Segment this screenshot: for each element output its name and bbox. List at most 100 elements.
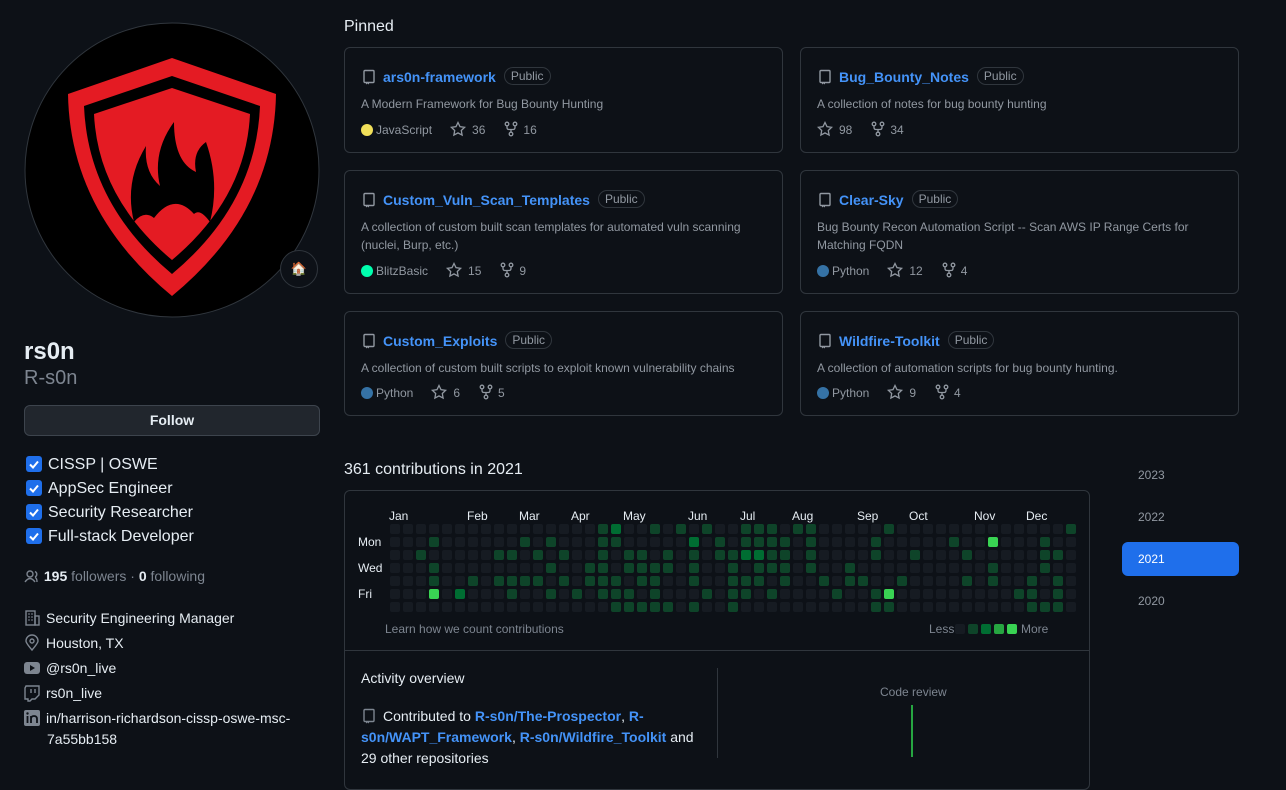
contribution-day [1040,602,1050,612]
contribution-day [1027,537,1037,547]
contribution-day [936,550,946,560]
stars[interactable]: 9 [909,386,917,400]
repo-name[interactable]: Clear-Sky [839,192,904,208]
repo-link[interactable]: R-s0n/Wildfire_Toolkit [519,729,667,745]
repo-name[interactable]: Wildfire-Toolkit [839,333,940,349]
forks[interactable]: 4 [960,264,968,278]
contribution-day [767,537,777,547]
contribution-day [741,524,751,534]
contribution-day [975,589,985,599]
contribution-day [767,576,777,586]
contribution-day [910,602,920,612]
month-label: Aug [792,509,813,523]
forks[interactable]: 34 [890,123,904,137]
followers-count[interactable]: 195 [43,568,68,584]
contribution-day [416,589,426,599]
contribution-day [988,550,998,560]
year-button[interactable]: 2022 [1138,510,1165,524]
repo-icon [819,333,831,349]
contribution-day [1040,537,1050,547]
detail-text[interactable]: in/harrison-richardson-cissp-oswe-msc-7a… [46,710,291,747]
follow-button[interactable]: Follow [24,405,320,436]
contribution-day [949,524,959,534]
contribution-day [481,524,491,534]
forks[interactable]: 9 [519,264,527,278]
star-icon [887,261,904,278]
stars[interactable]: 12 [909,264,923,278]
detail-text: Houston, TX [46,635,124,651]
stars[interactable]: 98 [839,123,853,137]
legend-swatch [994,624,1004,634]
contribution-day [533,602,543,612]
contribution-day [390,537,400,547]
contribution-day [845,524,855,534]
badge: AppSec Engineer [26,480,173,498]
contribution-day [689,602,699,612]
fork-icon [871,121,885,137]
contribution-day [936,576,946,586]
contribution-day [949,576,959,586]
repo-icon [363,708,375,724]
following-count[interactable]: 0 [138,568,147,584]
contribution-day [884,537,894,547]
year-button[interactable]: 2021 [1122,542,1239,576]
year-button[interactable]: 2020 [1138,594,1165,608]
fork-icon [500,262,514,278]
repo-link[interactable]: R-s0n/WAPT_Framework [361,708,644,745]
detail-text[interactable]: @rs0n_live [46,660,117,676]
contribution-day [494,602,504,612]
stars[interactable]: 36 [472,123,486,137]
contribution-day [819,563,829,573]
forks[interactable]: 16 [523,123,537,137]
contribution-day [416,563,426,573]
card-header: Custom_Exploits Public [361,331,553,349]
stars[interactable]: 15 [468,264,482,278]
forks[interactable]: 5 [498,386,505,400]
contribution-day [403,550,413,560]
contribution-day [1053,550,1063,560]
contribution-day [520,550,530,560]
visibility-badge: Public [947,331,995,349]
contribution-day [533,537,543,547]
contribution-day [611,524,621,534]
contribution-day [884,563,894,573]
contribution-day [637,524,647,534]
contribution-day [741,589,751,599]
repo-link[interactable]: R-s0n/The-Prospector [474,708,622,724]
contribution-day [1053,537,1063,547]
contribution-day [780,524,790,534]
contribution-day [663,589,673,599]
contribution-day [715,524,725,534]
contribution-day [910,563,920,573]
detail-text[interactable]: rs0n_live [46,685,103,701]
contribution-day [559,576,569,586]
contribution-day [455,589,465,599]
contribution-day [572,576,582,586]
contribution-day [871,576,881,586]
following-label[interactable]: following [150,568,206,584]
stars[interactable]: 6 [453,386,461,400]
contribution-day [520,563,530,573]
learn-link[interactable]: Learn how we count contributions [385,622,564,636]
contribution-day [715,576,725,586]
contribution-day [793,602,803,612]
contribution-day [1027,524,1037,534]
language: Python [376,386,414,400]
forks[interactable]: 4 [954,386,961,400]
repo-name[interactable]: Custom_Exploits [383,333,498,349]
detail-icon [24,662,40,674]
contribution-day [585,524,595,534]
contribution-day [962,602,972,612]
followers-label[interactable]: followers [71,568,127,584]
contribution-day [507,576,517,586]
repo-name[interactable]: Bug_Bounty_Notes [839,69,969,85]
repo-name[interactable]: Custom_Vuln_Scan_Templates [383,192,590,208]
contribution-day [754,550,764,560]
year-button[interactable]: 2023 [1138,468,1165,482]
contribution-day [871,563,881,573]
repo-meta: Python 9 4 [817,383,961,400]
contribution-day [1014,576,1024,586]
repo-name[interactable]: ars0n-framework [383,69,496,85]
avatar-status[interactable]: 🏠 [280,250,318,288]
contribution-day [611,589,621,599]
